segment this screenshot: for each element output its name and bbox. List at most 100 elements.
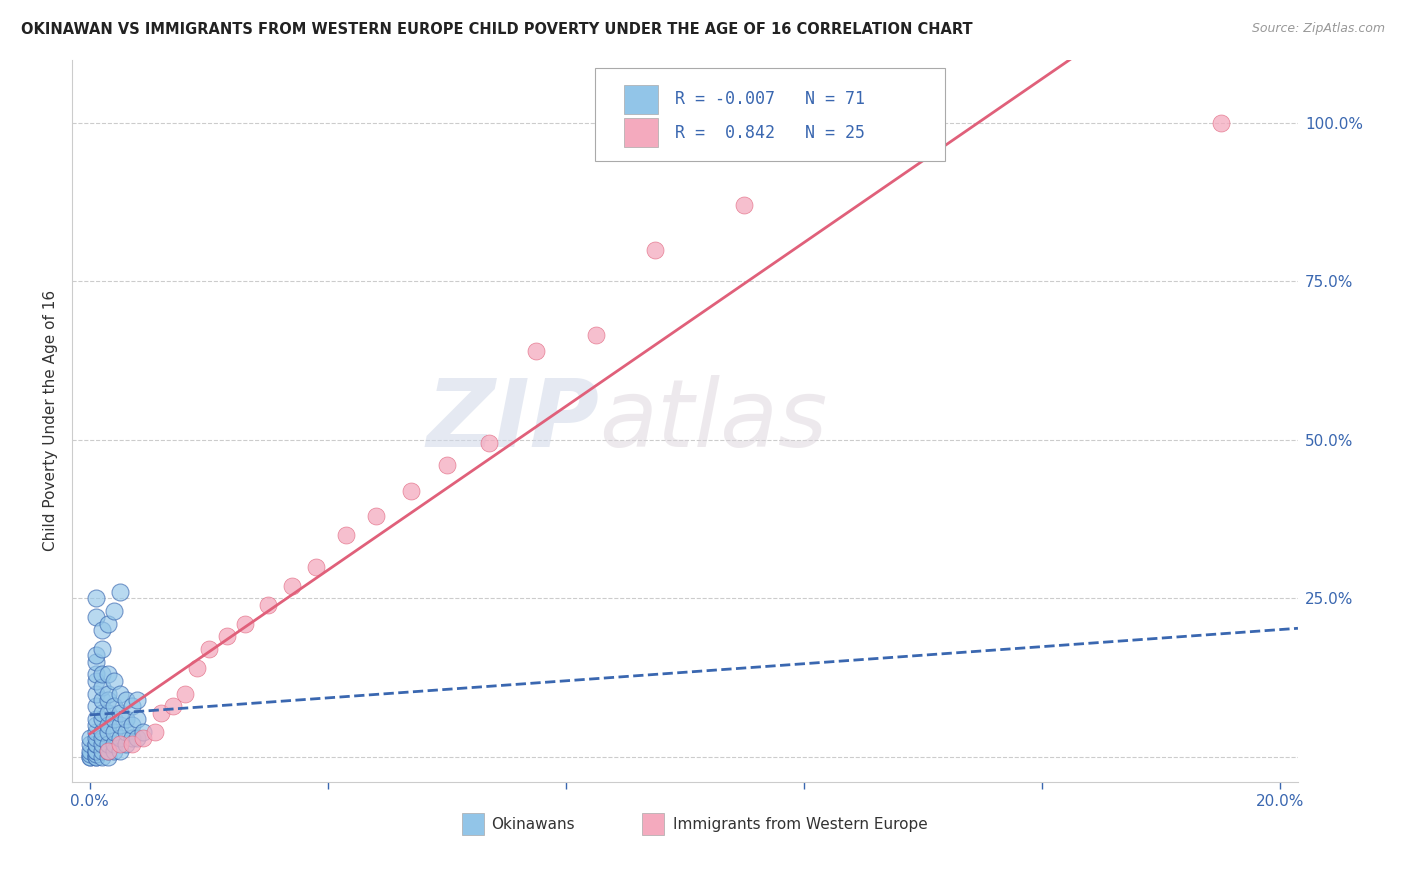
Point xyxy=(1209,116,1232,130)
Point xyxy=(97,693,120,707)
Point xyxy=(84,743,107,757)
Point xyxy=(114,737,136,751)
Point xyxy=(143,724,166,739)
Point xyxy=(162,699,184,714)
Point xyxy=(233,616,256,631)
Bar xyxy=(624,85,658,114)
Point xyxy=(97,743,120,757)
Point xyxy=(108,731,131,745)
Point xyxy=(108,585,131,599)
Point xyxy=(84,737,107,751)
Point xyxy=(127,693,149,707)
Point xyxy=(97,724,120,739)
Point xyxy=(524,344,547,359)
Point xyxy=(103,604,125,618)
Point xyxy=(121,737,143,751)
Text: OKINAWAN VS IMMIGRANTS FROM WESTERN EUROPE CHILD POVERTY UNDER THE AGE OF 16 COR: OKINAWAN VS IMMIGRANTS FROM WESTERN EURO… xyxy=(21,22,973,37)
Point xyxy=(186,661,208,675)
Point xyxy=(127,712,149,726)
Point xyxy=(103,673,125,688)
Point xyxy=(174,686,197,700)
Point xyxy=(79,743,101,757)
Bar xyxy=(461,814,484,835)
Point xyxy=(281,579,304,593)
Text: R = -0.007   N = 71: R = -0.007 N = 71 xyxy=(675,90,865,108)
Point xyxy=(132,724,155,739)
Point xyxy=(79,731,101,745)
Point xyxy=(150,706,173,720)
Point xyxy=(84,718,107,732)
Point xyxy=(198,642,221,657)
Point xyxy=(644,243,666,257)
Point xyxy=(79,750,101,764)
Point xyxy=(335,528,357,542)
Point xyxy=(84,747,107,761)
Point xyxy=(97,686,120,700)
Text: R =  0.842   N = 25: R = 0.842 N = 25 xyxy=(675,124,865,142)
Point xyxy=(121,699,143,714)
Point xyxy=(97,743,120,757)
Point xyxy=(84,750,107,764)
Point xyxy=(108,718,131,732)
Point xyxy=(585,328,607,343)
Point xyxy=(90,680,112,694)
Point xyxy=(108,706,131,720)
Point xyxy=(97,667,120,681)
Point xyxy=(84,610,107,624)
Point xyxy=(84,737,107,751)
Point xyxy=(90,623,112,637)
Text: Okinawans: Okinawans xyxy=(491,817,575,831)
Point xyxy=(84,673,107,688)
Point xyxy=(114,712,136,726)
Point xyxy=(399,483,422,498)
Point xyxy=(84,648,107,663)
Point xyxy=(90,724,112,739)
Point xyxy=(84,724,107,739)
Point xyxy=(257,598,280,612)
Point xyxy=(90,750,112,764)
Text: ZIP: ZIP xyxy=(426,375,599,467)
Point xyxy=(84,686,107,700)
Point xyxy=(103,699,125,714)
Point xyxy=(127,731,149,745)
Point xyxy=(84,667,107,681)
Point xyxy=(84,712,107,726)
Point xyxy=(97,750,120,764)
Point xyxy=(84,750,107,764)
Text: Source: ZipAtlas.com: Source: ZipAtlas.com xyxy=(1251,22,1385,36)
Point xyxy=(108,686,131,700)
Point xyxy=(114,724,136,739)
Bar xyxy=(643,814,664,835)
Point xyxy=(132,731,155,745)
Point xyxy=(90,743,112,757)
Point xyxy=(84,591,107,606)
Point xyxy=(103,743,125,757)
Point xyxy=(103,712,125,726)
Point xyxy=(90,693,112,707)
Point xyxy=(84,731,107,745)
Point xyxy=(478,436,501,450)
Point xyxy=(103,737,125,751)
Point xyxy=(121,718,143,732)
Point xyxy=(114,693,136,707)
Point xyxy=(90,642,112,657)
FancyBboxPatch shape xyxy=(596,69,945,161)
Point xyxy=(305,559,328,574)
Point xyxy=(364,508,387,523)
Point xyxy=(734,198,756,212)
Point xyxy=(79,750,101,764)
Text: atlas: atlas xyxy=(599,376,827,467)
Point xyxy=(97,737,120,751)
Point xyxy=(215,630,238,644)
Point xyxy=(90,731,112,745)
Point xyxy=(121,731,143,745)
Point xyxy=(84,743,107,757)
Text: Immigrants from Western Europe: Immigrants from Western Europe xyxy=(672,817,928,831)
Point xyxy=(90,706,112,720)
Point xyxy=(103,724,125,739)
Point xyxy=(79,747,101,761)
Point xyxy=(79,737,101,751)
Point xyxy=(84,655,107,669)
Point xyxy=(436,458,458,473)
Point xyxy=(97,706,120,720)
